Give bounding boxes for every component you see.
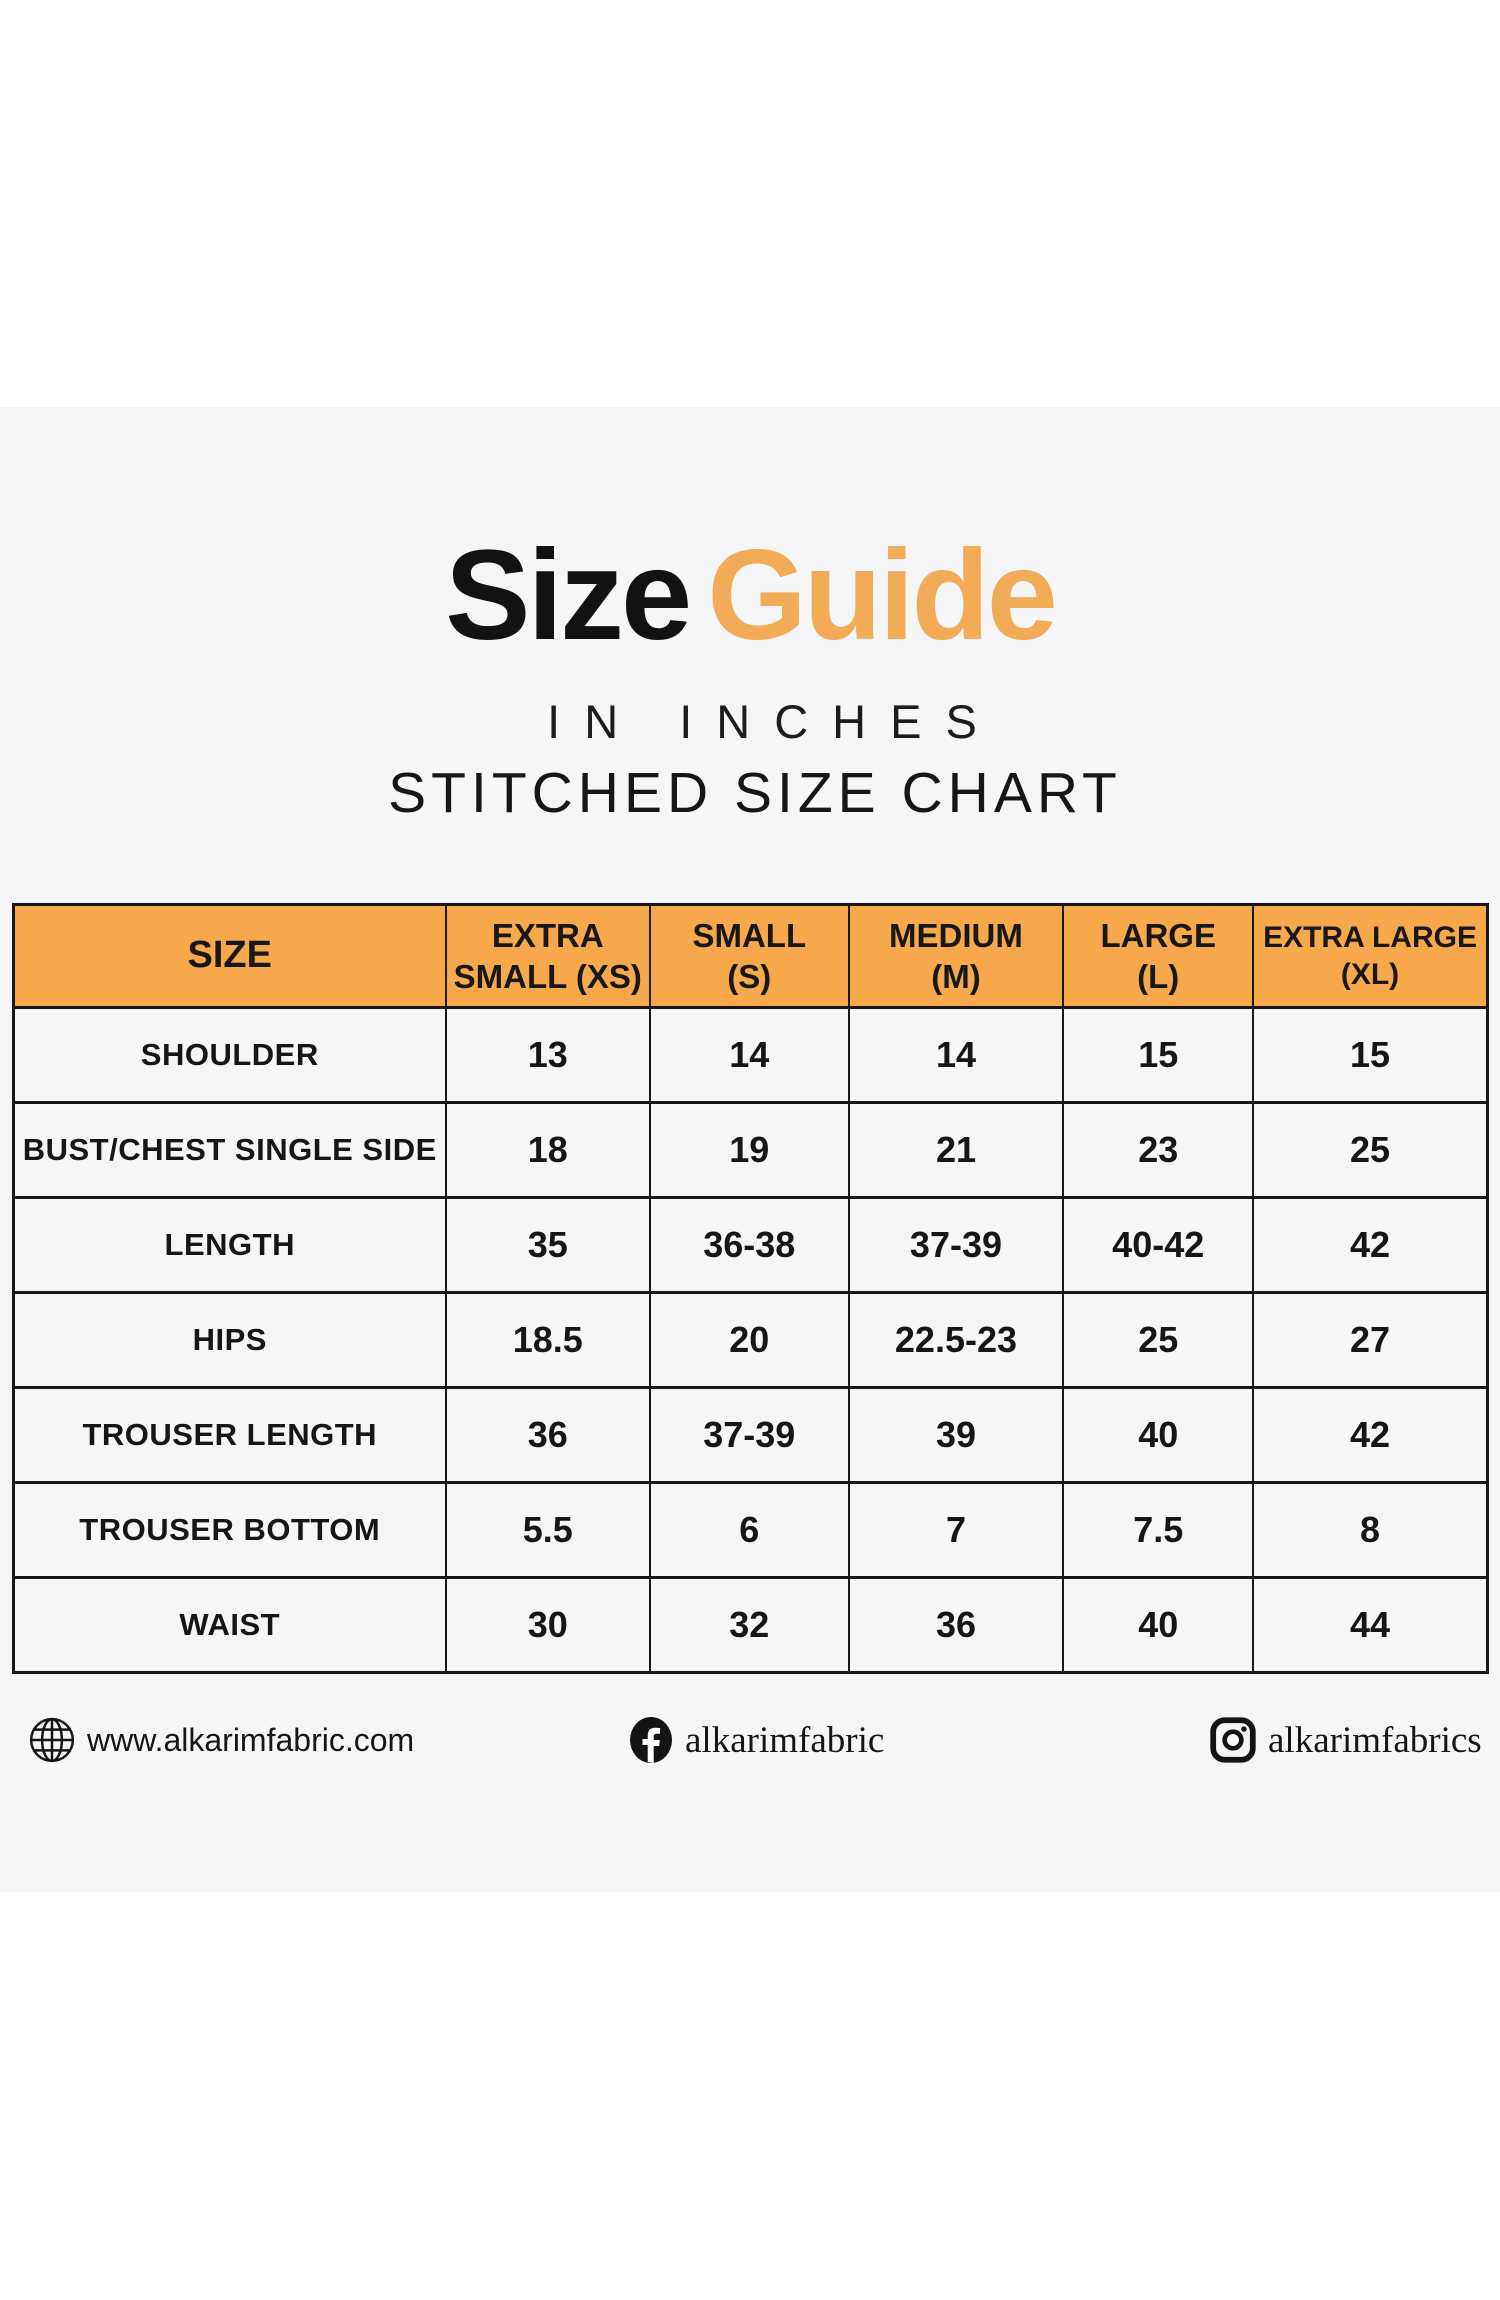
- cell-value: 19: [649, 1104, 848, 1196]
- website-url: www.alkarimfabric.com: [87, 1721, 415, 1758]
- footer-facebook: alkarimfabric: [627, 1712, 884, 1768]
- cell-value: 42: [1252, 1389, 1486, 1481]
- table-row-trouser-bottom: TROUSER BOTTOM 5.5 6 7 7.5 8: [15, 1481, 1486, 1576]
- header-cell-xs: EXTRA SMALL (XS): [444, 906, 649, 1006]
- cell-value: 27: [1252, 1294, 1486, 1386]
- row-label: LENGTH: [164, 1227, 295, 1262]
- size-chart-table: SIZE EXTRA SMALL (XS) SMALL (S) MEDIUM (…: [12, 903, 1489, 1674]
- row-label: BUST/CHEST SINGLE SIDE: [22, 1132, 437, 1167]
- cell-value: 36: [444, 1389, 649, 1481]
- cell-value: 7: [847, 1484, 1063, 1576]
- cell-value: 22.5-23: [847, 1294, 1063, 1386]
- cell-value: 7.5: [1062, 1484, 1252, 1576]
- cell-value: 39: [847, 1389, 1063, 1481]
- table-row-length: LENGTH 35 36-38 37-39 40-42 42: [15, 1196, 1486, 1291]
- cell-value: 35: [444, 1199, 649, 1291]
- cell-value: 14: [847, 1009, 1063, 1101]
- cell-value: 8: [1252, 1484, 1486, 1576]
- table-row-trouser-length: TROUSER LENGTH 36 37-39 39 40 42: [15, 1386, 1486, 1481]
- table-row-waist: WAIST 30 32 36 40 44: [15, 1576, 1486, 1671]
- cell-value: 32: [649, 1579, 848, 1671]
- cell-value: 37-39: [847, 1199, 1063, 1291]
- cell-value: 30: [444, 1579, 649, 1671]
- cell-value: 18.5: [444, 1294, 649, 1386]
- row-label: TROUSER BOTTOM: [79, 1512, 381, 1547]
- cell-value: 18: [444, 1104, 649, 1196]
- table-header-row: SIZE EXTRA SMALL (XS) SMALL (S) MEDIUM (…: [15, 906, 1486, 1006]
- cell-value: 21: [847, 1104, 1063, 1196]
- cell-value: 15: [1252, 1009, 1486, 1101]
- cell-value: 14: [649, 1009, 848, 1101]
- cell-value: 15: [1062, 1009, 1252, 1101]
- row-label: WAIST: [179, 1607, 281, 1642]
- table-row-bust-chest: BUST/CHEST SINGLE SIDE 18 19 21 23 25: [15, 1101, 1486, 1196]
- cell-value: 42: [1252, 1199, 1486, 1291]
- cell-value: 25: [1252, 1104, 1486, 1196]
- cell-value: 44: [1252, 1579, 1486, 1671]
- cell-value: 40: [1062, 1389, 1252, 1481]
- cell-value: 36-38: [649, 1199, 848, 1291]
- title-word-size: Size: [445, 524, 692, 667]
- instagram-handle: alkarimfabrics: [1268, 1719, 1482, 1761]
- facebook-icon: [630, 1717, 672, 1763]
- header-cell-size: SIZE: [187, 934, 272, 977]
- facebook-handle: alkarimfabric: [685, 1719, 885, 1761]
- row-label: TROUSER LENGTH: [82, 1417, 378, 1452]
- cell-value: 25: [1062, 1294, 1252, 1386]
- header-cell-xl: EXTRA LARGE (XL): [1252, 906, 1486, 1006]
- cell-value: 36: [847, 1579, 1063, 1671]
- subtitle-stitched-size-chart: STITCHED SIZE CHART: [388, 761, 1122, 825]
- header-cell-s: SMALL (S): [649, 906, 848, 1006]
- cell-value: 6: [649, 1484, 848, 1576]
- cell-value: 23: [1062, 1104, 1252, 1196]
- cell-value: 40: [1062, 1579, 1252, 1671]
- header-cell-l: LARGE (L): [1062, 906, 1252, 1006]
- footer-website: www.alkarimfabric.com: [27, 1712, 414, 1768]
- header-cell-m: MEDIUM (M): [847, 906, 1063, 1006]
- row-label: HIPS: [192, 1322, 267, 1357]
- title-word-guide: Guide: [707, 524, 1058, 667]
- cell-value: 5.5: [444, 1484, 649, 1576]
- cell-value: 13: [444, 1009, 649, 1101]
- instagram-icon: [1210, 1717, 1256, 1763]
- subtitle-in-inches: IN INCHES: [547, 695, 1001, 748]
- footer-instagram: alkarimfabrics: [1208, 1712, 1482, 1768]
- cell-value: 20: [649, 1294, 848, 1386]
- page-title: Size Guide: [0, 532, 1500, 660]
- cell-value: 40-42: [1062, 1199, 1252, 1291]
- cell-value: 37-39: [649, 1389, 848, 1481]
- globe-icon: [29, 1717, 75, 1763]
- row-label: SHOULDER: [140, 1037, 319, 1072]
- table-row-hips: HIPS 18.5 20 22.5-23 25 27: [15, 1291, 1486, 1386]
- table-row-shoulder: SHOULDER 13 14 14 15 15: [15, 1006, 1486, 1101]
